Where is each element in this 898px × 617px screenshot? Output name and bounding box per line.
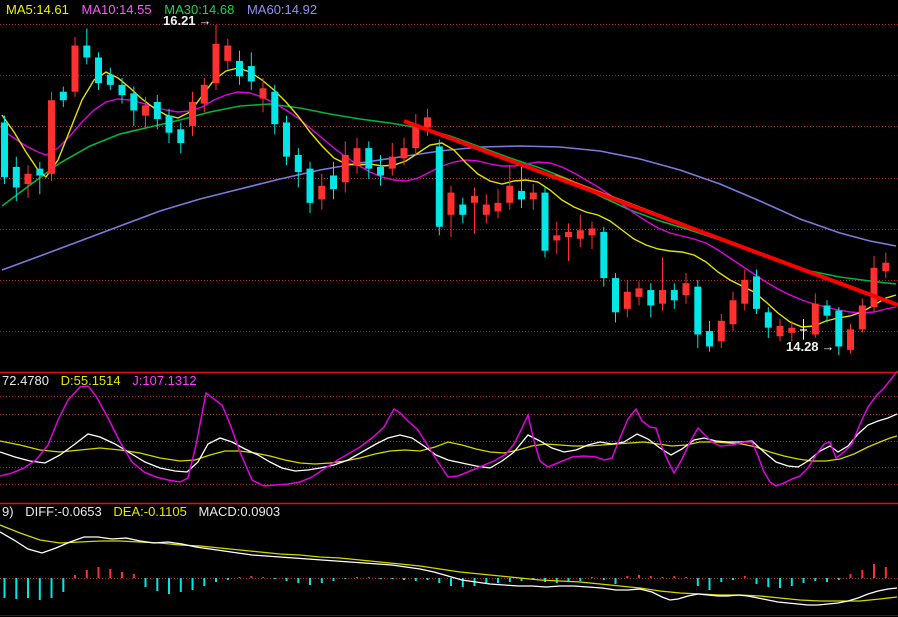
kdj-j-label: J:107.1312 [132,373,197,388]
low-price-value: 14.28 [786,339,819,354]
macd-macd-label: MACD:0.0903 [198,504,281,519]
ma-legend: MA5:14.61 MA10:14.55 MA30:14.68 MA60:14.… [6,3,326,17]
ma5-label: MA5:14.61 [6,2,69,17]
high-price-value: 16.21 [163,13,196,28]
kdj-legend: 72.4780 D:55.1514 J:107.1312 [2,374,205,388]
kdj-d-label: D:55.1514 [60,373,121,388]
arrow-right-icon: → [821,339,835,354]
ma30-label: MA30:14.68 [164,2,235,17]
kdj-k-label: 72.4780 [2,373,49,388]
arrow-right-icon: → [198,13,212,28]
macd-dea-label: DEA:-0.1105 [113,504,187,519]
macd-diff-label: DIFF:-0.0653 [25,504,102,519]
macd-legend: 9) DIFF:-0.0653 DEA:-0.1105 MACD:0.0903 [2,505,288,519]
ma10-label: MA10:14.55 [81,2,152,17]
macd-prefix-label: 9) [2,504,14,519]
ma60-label: MA60:14.92 [246,2,318,17]
low-price-tag: 14.28 → [786,340,835,354]
high-price-tag: 16.21 → [163,14,212,28]
